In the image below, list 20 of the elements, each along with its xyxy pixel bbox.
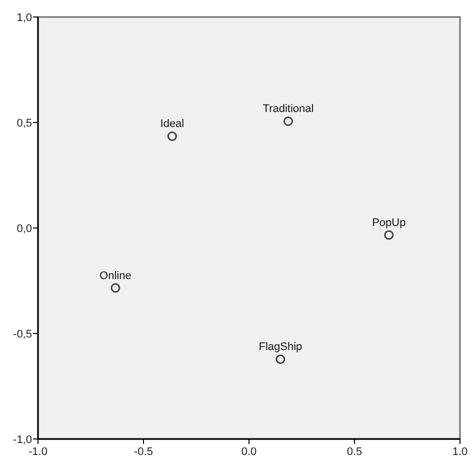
annotation: PopUp — [372, 216, 406, 229]
x-tick-label: -0.5 — [134, 446, 153, 458]
annotation: Online — [100, 270, 132, 282]
annotation: Traditional — [262, 103, 314, 116]
y-tick-label: 1,0 — [16, 12, 32, 24]
x-tick-label: 1.0 — [452, 446, 468, 458]
point — [283, 116, 293, 126]
point — [110, 283, 120, 293]
x-tick-label: 0.0 — [241, 446, 257, 458]
point — [276, 354, 286, 364]
y-tick-label: 0,0 — [16, 223, 32, 235]
annotation: FlagShip — [258, 341, 302, 354]
y-tick-label: 0,5 — [16, 118, 32, 130]
x-tick-label: -1.0 — [28, 446, 48, 458]
y-tick-label: -0,5 — [13, 328, 32, 340]
x-tick-label: 0.5 — [346, 446, 362, 458]
y-tick-label: -1,0 — [13, 434, 32, 446]
annotation: Ideal — [160, 118, 184, 130]
point — [384, 230, 394, 240]
point — [167, 131, 177, 141]
